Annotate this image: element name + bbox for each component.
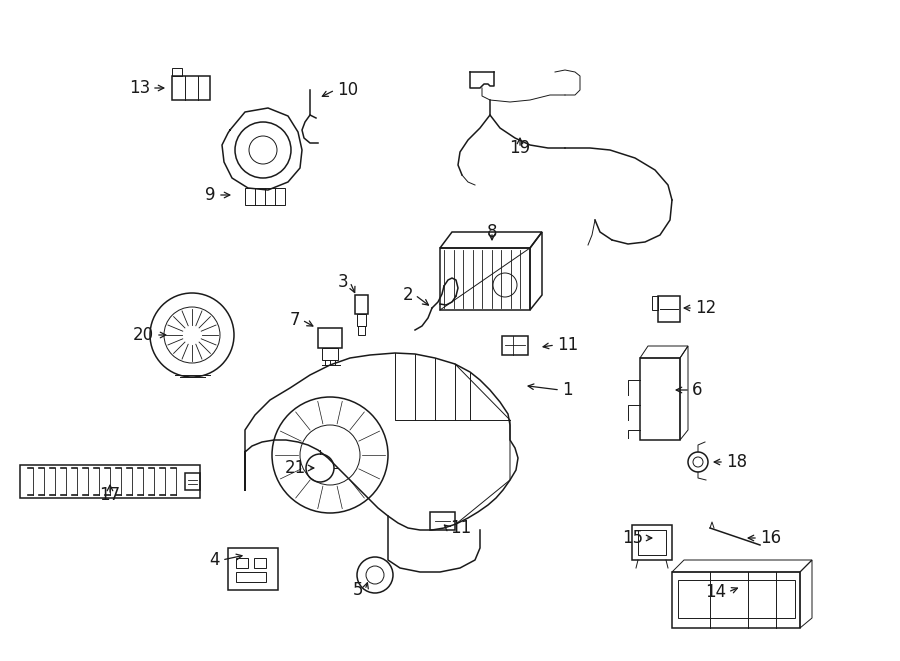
Text: 18: 18 — [726, 453, 747, 471]
Text: 5: 5 — [353, 581, 363, 599]
Text: 10: 10 — [337, 81, 358, 99]
Text: 12: 12 — [695, 299, 716, 317]
Text: 21: 21 — [284, 459, 306, 477]
Text: 7: 7 — [290, 311, 300, 329]
Text: 6: 6 — [692, 381, 703, 399]
Text: 16: 16 — [760, 529, 781, 547]
Text: 15: 15 — [622, 529, 643, 547]
Text: 8: 8 — [487, 223, 497, 241]
Text: 17: 17 — [99, 486, 121, 504]
Text: 11: 11 — [450, 519, 472, 537]
Text: 14: 14 — [705, 583, 726, 601]
Text: 20: 20 — [133, 326, 154, 344]
Text: 4: 4 — [210, 551, 220, 569]
Text: 11: 11 — [557, 336, 578, 354]
Text: 3: 3 — [338, 273, 348, 291]
Text: 1: 1 — [562, 381, 572, 399]
Text: 9: 9 — [205, 186, 216, 204]
Text: 13: 13 — [129, 79, 150, 97]
Text: 2: 2 — [402, 286, 413, 304]
Text: 19: 19 — [509, 139, 531, 157]
